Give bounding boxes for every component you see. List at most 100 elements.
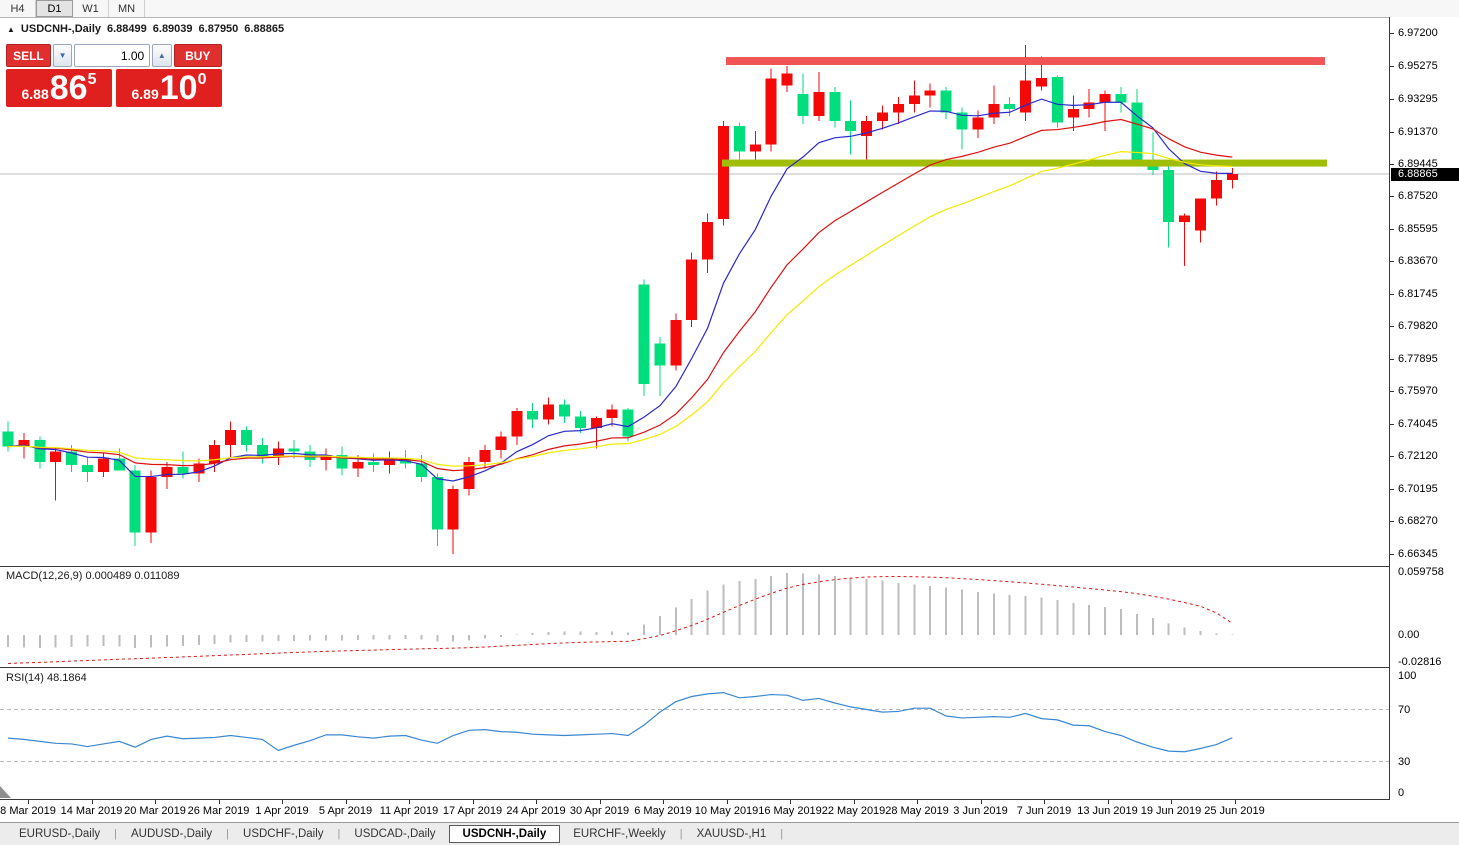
candle-body: [495, 436, 507, 451]
buy-quote-box[interactable]: 6.89 10 0: [116, 69, 222, 107]
price-axis-tick: [1390, 33, 1394, 35]
candle-body: [225, 429, 237, 445]
candle-body: [1020, 80, 1032, 113]
timeframe-button-w1[interactable]: W1: [73, 0, 109, 17]
candle-body: [654, 343, 666, 366]
candle-body: [113, 458, 125, 471]
date-axis-tick: [91, 800, 93, 804]
pane-separator[interactable]: [0, 799, 1389, 800]
macd-axis-label: 0.059758: [1398, 566, 1444, 578]
date-axis-label: 16 May 2019: [758, 805, 822, 817]
date-axis-tick: [155, 800, 156, 804]
volume-decrease-button[interactable]: ▼: [52, 44, 73, 67]
resistance-zone[interactable]: [726, 57, 1325, 65]
date-axis-tick: [853, 800, 855, 804]
rsi-pane-chart[interactable]: [0, 668, 1389, 799]
date-axis-tick: [28, 800, 29, 804]
macd-pane-chart[interactable]: [0, 567, 1389, 666]
candle-body: [34, 439, 46, 462]
candle-body: [18, 439, 30, 447]
candle-body: [1115, 93, 1127, 103]
date-axis-label: 3 Jun 2019: [953, 805, 1008, 817]
tab-usdchf-daily[interactable]: USDCHF-,Daily: [243, 828, 324, 840]
symbol-name: USDCNH-,Daily: [20, 23, 101, 35]
candles: [2, 44, 1238, 554]
candle-body: [272, 448, 284, 457]
candle-body: [590, 417, 602, 429]
candle-body: [574, 416, 586, 429]
candle-body: [431, 477, 443, 530]
date-axis-tick: [917, 800, 918, 804]
ohlc-open: 6.88499: [107, 23, 147, 35]
rsi-axis-label: 70: [1398, 703, 1411, 716]
candle-body: [415, 463, 427, 478]
rsi-indicator-label: RSI(14) 48.1864: [6, 672, 87, 684]
pane-separator[interactable]: [0, 667, 1389, 668]
candle-body: [66, 451, 78, 466]
date-axis-label: 19 Jun 2019: [1140, 805, 1202, 817]
volume-increase-button[interactable]: ▲: [152, 44, 172, 67]
scroll-marker-icon: [0, 786, 11, 798]
price-axis-label: 6.79820: [1398, 320, 1438, 333]
chart-region: ▲ USDCNH-,Daily 6.88499 6.89039 6.87950 …: [0, 17, 1459, 821]
tab-eurusd-daily[interactable]: EURUSD-,Daily: [19, 828, 101, 840]
candle-body: [256, 444, 268, 457]
candle-body: [82, 465, 93, 472]
tab-eurchf-weekly[interactable]: EURCHF-,Weekly: [573, 828, 666, 840]
price-axis-label: 6.74045: [1398, 417, 1438, 430]
candle-body: [527, 411, 539, 420]
macd-axis-label: -0.02816: [1398, 656, 1442, 668]
date-axis-tick: [1044, 800, 1045, 804]
sell-quote-box[interactable]: 6.88 86 5: [6, 69, 112, 107]
price-axis-label: 6.87520: [1398, 190, 1438, 203]
timeframe-button-d1[interactable]: D1: [36, 0, 73, 17]
candle-body: [972, 117, 984, 130]
candle-body: [638, 284, 650, 385]
date-axis-tick: [345, 800, 347, 804]
price-axis-label: 6.72120: [1398, 450, 1438, 463]
tab-audusd-daily[interactable]: AUDUSD-,Daily: [131, 828, 213, 840]
tab-xauusd-h1[interactable]: XAUUSD-,H1: [696, 828, 767, 840]
candle-body: [50, 451, 62, 462]
date-axis-tick: [726, 800, 728, 804]
macd-indicator-label: MACD(12,26,9) 0.000489 0.011089: [6, 570, 180, 582]
date-axis-label: 6 May 2019: [634, 805, 692, 817]
tab-usdcad-daily[interactable]: USDCAD-,Daily: [354, 828, 436, 840]
candle-body: [511, 411, 523, 437]
sell-pips: 86: [49, 69, 88, 107]
timeframe-button-h4[interactable]: H4: [0, 0, 36, 17]
main-chart[interactable]: [0, 17, 1389, 566]
rsi-line: [7, 691, 1233, 753]
candle-body: [829, 92, 841, 121]
sell-pipette: 5: [87, 71, 97, 88]
price-axis-label: 6.91370: [1398, 125, 1438, 138]
price-axis-tick: [1390, 65, 1394, 67]
date-axis[interactable]: 8 Mar 2019 14 Mar 2019 20 Mar 2019 26 Mar 2…: [0, 800, 1389, 821]
moving-average-fast: [7, 98, 1233, 482]
pane-separator[interactable]: [0, 566, 1389, 567]
moving-average-slow: [7, 151, 1233, 467]
rsi-axis-label: 30: [1398, 755, 1411, 768]
volume-input[interactable]: [74, 44, 151, 67]
moving-average-medium: [7, 118, 1233, 472]
tab-usdcnh-daily[interactable]: USDCNH-,Daily: [448, 825, 561, 843]
date-axis-label: 17 Apr 2019: [442, 805, 503, 817]
price-axis-tick: [1390, 261, 1394, 263]
date-axis-label: 22 May 2019: [821, 805, 886, 817]
candle-body: [606, 409, 618, 418]
ohlc-high: 6.89039: [152, 23, 193, 35]
timeframe-toolbar: H4 D1 W1 MN: [0, 0, 1459, 18]
date-axis-label: 7 Jun 2019: [1016, 805, 1072, 817]
price-axis[interactable]: 6.88865 6.97200 6.95275 6.93295 6.91370 6.89…: [1389, 17, 1459, 800]
candle-body: [733, 125, 745, 152]
price-axis-label: 6.81745: [1398, 287, 1438, 300]
tab-separator: |: [780, 828, 784, 840]
candle-body: [988, 103, 1000, 118]
buy-button[interactable]: BUY: [173, 44, 223, 67]
sell-button[interactable]: SELL: [6, 44, 51, 67]
candle-body: [797, 93, 809, 116]
candle-body: [1147, 164, 1159, 170]
support-line[interactable]: [722, 159, 1327, 167]
timeframe-button-mn[interactable]: MN: [109, 0, 145, 17]
